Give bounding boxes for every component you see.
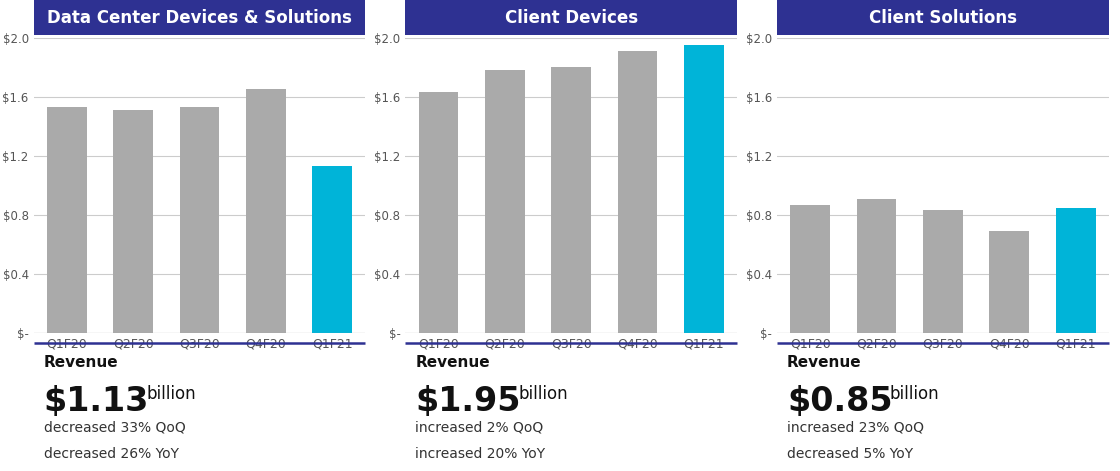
Bar — [113, 110, 153, 333]
Bar — [617, 51, 657, 333]
Bar — [684, 45, 724, 333]
Text: Revenue: Revenue — [787, 355, 861, 370]
Text: billion: billion — [889, 385, 940, 403]
Text: Client Devices: Client Devices — [505, 8, 637, 27]
Text: $1.13: $1.13 — [44, 385, 149, 418]
Text: decreased 33% QoQ: decreased 33% QoQ — [44, 420, 185, 434]
Bar — [485, 70, 525, 333]
Bar — [989, 231, 1029, 333]
Text: Revenue: Revenue — [44, 355, 119, 370]
Text: billion: billion — [519, 385, 568, 403]
Bar — [551, 67, 591, 333]
Text: decreased 5% YoY: decreased 5% YoY — [787, 447, 913, 462]
Text: In billions: In billions — [777, 24, 827, 35]
Text: $1.95: $1.95 — [416, 385, 521, 418]
Text: Revenue: Revenue — [416, 355, 489, 370]
Bar — [47, 107, 86, 333]
Text: In billions: In billions — [34, 24, 83, 35]
Bar — [923, 211, 963, 333]
Bar — [1056, 208, 1095, 333]
Text: Client Solutions: Client Solutions — [869, 8, 1017, 27]
Text: Data Center Devices & Solutions: Data Center Devices & Solutions — [47, 8, 352, 27]
Bar — [857, 199, 896, 333]
Bar — [312, 166, 352, 333]
Text: In billions: In billions — [405, 24, 455, 35]
Text: decreased 26% YoY: decreased 26% YoY — [44, 447, 178, 462]
Text: billion: billion — [147, 385, 196, 403]
Text: increased 2% QoQ: increased 2% QoQ — [416, 420, 543, 434]
Bar — [246, 89, 286, 333]
Text: $0.85: $0.85 — [787, 385, 893, 418]
Bar — [791, 204, 830, 333]
Bar — [179, 107, 220, 333]
Text: increased 23% QoQ: increased 23% QoQ — [787, 420, 924, 434]
Text: increased 20% YoY: increased 20% YoY — [416, 447, 545, 462]
Bar — [419, 92, 458, 333]
